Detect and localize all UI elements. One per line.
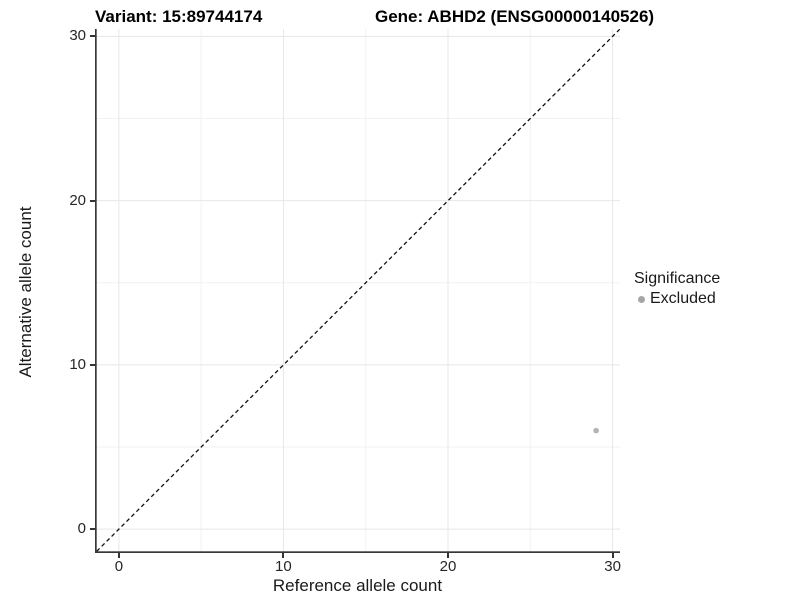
y-tick-label: 10 xyxy=(69,355,86,373)
x-tick-mark xyxy=(611,553,614,558)
plot-panel xyxy=(95,29,620,553)
x-tick-label: 30 xyxy=(604,558,621,575)
y-axis-title: Alternative allele count xyxy=(16,206,35,378)
x-tick-mark xyxy=(282,553,285,558)
y-tick-mark xyxy=(90,199,95,202)
x-tick-mark xyxy=(117,553,120,558)
legend: Significance Excluded xyxy=(634,270,720,308)
y-tick-label: 30 xyxy=(69,27,86,45)
y-tick-mark xyxy=(90,528,95,531)
legend-title: Significance xyxy=(634,270,721,287)
x-tick-label: 10 xyxy=(275,558,292,575)
x-axis-line xyxy=(95,551,620,553)
scatter-plot-svg xyxy=(95,29,620,553)
y-tick-label: 20 xyxy=(69,191,86,209)
x-tick-label: 0 xyxy=(114,558,124,575)
x-axis-title: Reference allele count xyxy=(272,576,443,595)
y-tick-mark xyxy=(90,363,95,366)
y-tick-mark xyxy=(90,35,95,38)
legend-entries: Excluded xyxy=(634,290,720,308)
legend-key xyxy=(634,292,648,306)
legend-entry-label: Excluded xyxy=(650,290,716,307)
y-axis-line xyxy=(95,29,97,553)
identity-dashed-line xyxy=(95,29,620,553)
legend-entry: Excluded xyxy=(634,290,720,308)
data-point xyxy=(593,427,599,434)
legend-point-icon xyxy=(637,295,645,303)
y-tick-label: 0 xyxy=(77,520,86,538)
plot-title-gene: Gene: ABHD2 (ENSG00000140526) xyxy=(375,7,655,26)
x-tick-label: 20 xyxy=(439,558,457,575)
plot-title-variant: Variant: 15:89744174 xyxy=(95,7,263,26)
x-tick-mark xyxy=(447,553,449,558)
